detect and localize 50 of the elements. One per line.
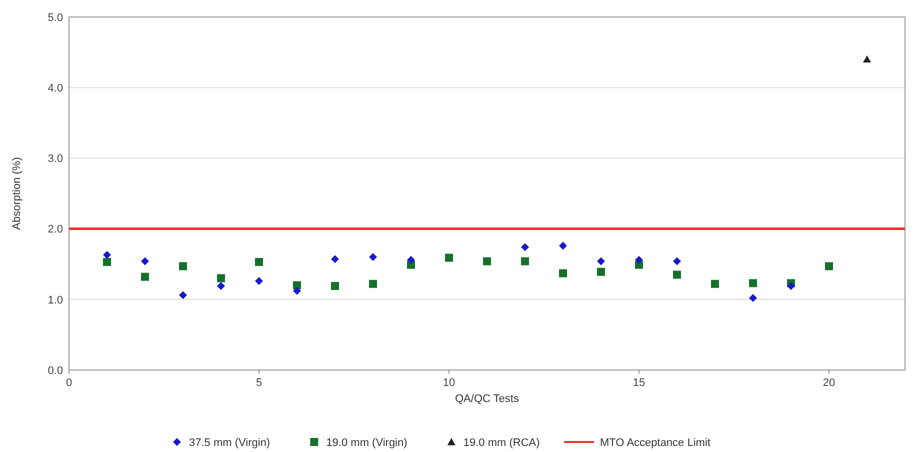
point xyxy=(217,274,225,282)
legend-label: 19.0 mm (RCA) xyxy=(463,436,540,449)
point xyxy=(331,282,339,290)
point xyxy=(179,262,187,270)
point xyxy=(521,243,529,252)
point xyxy=(863,55,871,63)
x-tick-label: 15 xyxy=(632,377,646,389)
legend-label: 37.5 mm (Virgin) xyxy=(189,436,270,449)
point xyxy=(407,256,415,264)
point xyxy=(255,277,263,286)
x-tick-label: 5 xyxy=(256,377,262,389)
y-tick-label: 2.0 xyxy=(48,224,63,236)
point xyxy=(293,286,301,295)
point xyxy=(597,257,605,266)
point xyxy=(369,280,377,288)
legend-label: MTO Acceptance Limit xyxy=(600,436,710,449)
point xyxy=(635,256,643,264)
point xyxy=(749,279,757,288)
point xyxy=(141,272,149,281)
x-tick-label: 20 xyxy=(822,377,836,389)
point xyxy=(103,250,111,259)
point xyxy=(331,255,339,264)
x-tick-label: 0 xyxy=(66,377,72,389)
y-tick-label: 4.0 xyxy=(48,82,63,94)
x-tick-label: 10 xyxy=(442,377,456,389)
point xyxy=(217,282,225,290)
point xyxy=(179,291,187,300)
y-axis-title: Absorption (%) xyxy=(11,157,23,230)
point xyxy=(673,257,681,266)
point xyxy=(711,280,719,288)
y-tick-label: 5.0 xyxy=(48,12,63,24)
point xyxy=(559,242,567,250)
point xyxy=(597,268,605,276)
y-tick-label: 0.0 xyxy=(48,364,63,377)
point xyxy=(255,258,263,266)
point xyxy=(445,254,453,262)
point xyxy=(521,257,529,266)
x-axis-title: QA/QC Tests xyxy=(455,393,520,405)
point xyxy=(749,294,757,302)
point xyxy=(369,253,377,262)
legend-label: 19.0 mm (Virgin) xyxy=(326,436,408,449)
point xyxy=(825,262,833,270)
point xyxy=(103,258,111,266)
point xyxy=(673,270,681,279)
point xyxy=(787,282,795,290)
point xyxy=(483,257,491,266)
point xyxy=(559,269,567,278)
point xyxy=(141,257,149,266)
y-tick-label: 1.0 xyxy=(48,294,63,306)
y-tick-label: 3.0 xyxy=(48,153,63,166)
